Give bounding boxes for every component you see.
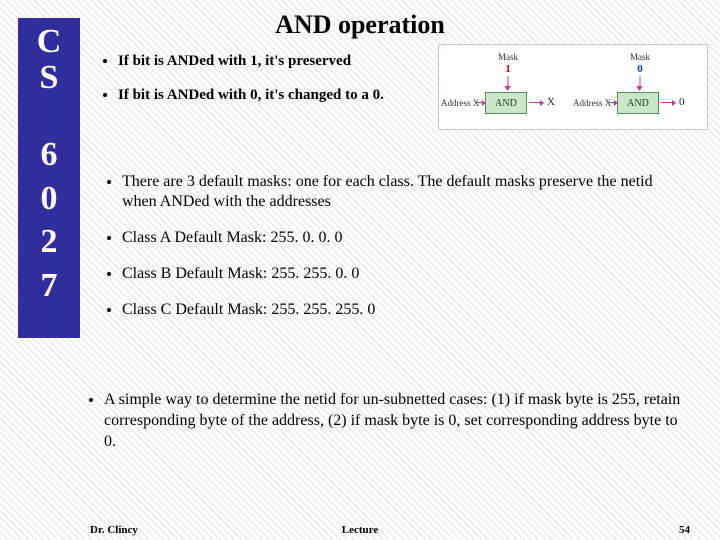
sidebar-6: 6 <box>18 133 80 177</box>
bottom-bullet: A simple way to determine the netid for … <box>104 390 682 452</box>
arrow-out-1 <box>529 102 543 103</box>
footer-right: 54 <box>679 524 690 536</box>
and-box-2: AND <box>617 92 659 114</box>
mid-bullet-1: There are 3 default masks: one for each … <box>122 172 680 212</box>
top-bullets: If bit is ANDed with 1, it's preserved I… <box>100 52 430 119</box>
top-bullet-2: If bit is ANDed with 0, it's changed to … <box>118 86 430 106</box>
diagram-box-1: Mask 1 Address X AND X <box>445 52 571 124</box>
mask-arrow-2 <box>640 76 641 90</box>
mid-bullet-3: Class B Default Mask: 255. 255. 0. 0 <box>122 264 680 284</box>
mask-val-2: 0 <box>577 63 703 75</box>
arrow-out-2 <box>661 102 675 103</box>
sidebar-block: C S 6 0 2 7 <box>18 18 80 338</box>
sidebar-nums: 6 0 2 7 <box>18 133 80 307</box>
and-diagram: Mask 1 Address X AND X Mask 0 Address X … <box>438 44 708 130</box>
mask-label-2: Mask <box>577 52 703 62</box>
top-bullet-1: If bit is ANDed with 1, it's preserved <box>118 52 430 72</box>
out-label-2: 0 <box>679 96 685 108</box>
addr-label-1: Address X <box>441 98 479 108</box>
mid-bullets: There are 3 default masks: one for each … <box>100 172 680 336</box>
mid-bullet-2: Class A Default Mask: 255. 0. 0. 0 <box>122 228 680 248</box>
out-label-1: X <box>547 96 555 108</box>
diagram-box-2: Mask 0 Address X AND 0 <box>577 52 703 124</box>
sidebar-2: 2 <box>18 220 80 264</box>
sidebar-7: 7 <box>18 264 80 308</box>
mask-label-1: Mask <box>445 52 571 62</box>
arrow-in-2 <box>609 102 617 103</box>
sidebar-s: S <box>18 60 80 96</box>
page-title: AND operation <box>0 10 720 40</box>
and-box-1: AND <box>485 92 527 114</box>
footer-center: Lecture <box>0 524 720 536</box>
sidebar-0: 0 <box>18 177 80 221</box>
arrow-in-1 <box>477 102 485 103</box>
mask-arrow-1 <box>508 76 509 90</box>
mid-bullet-4: Class C Default Mask: 255. 255. 255. 0 <box>122 300 680 320</box>
mask-val-1: 1 <box>445 63 571 75</box>
bottom-bullet-block: A simple way to determine the netid for … <box>82 390 682 452</box>
addr-label-2: Address X <box>573 98 611 108</box>
